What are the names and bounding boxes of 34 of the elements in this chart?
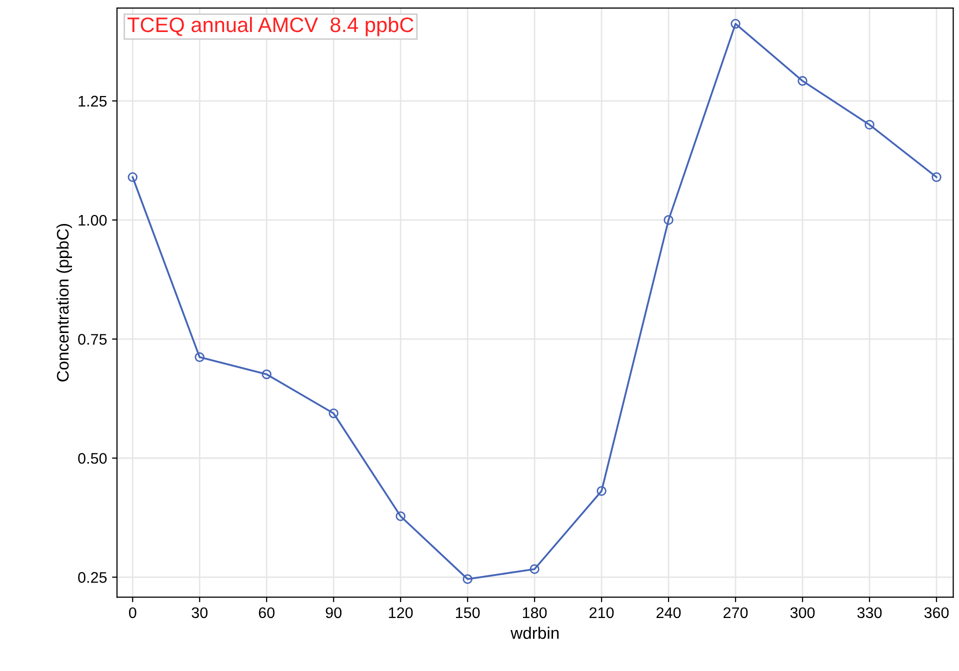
x-tick-label: 330 bbox=[857, 607, 882, 618]
point bbox=[798, 76, 808, 86]
x-tick-label: 0 bbox=[128, 607, 136, 618]
point bbox=[194, 352, 204, 362]
x-tick-label: 30 bbox=[192, 607, 208, 618]
x-tick-label: 120 bbox=[389, 607, 413, 618]
x-tick-label: 180 bbox=[522, 607, 547, 618]
x-tick-label: 90 bbox=[326, 607, 342, 618]
x-tick-label: 60 bbox=[258, 607, 275, 618]
point bbox=[730, 18, 740, 29]
y-tick-label: 0.25 bbox=[78, 572, 107, 583]
point bbox=[262, 369, 272, 380]
y-tick-label: 0.50 bbox=[78, 452, 107, 464]
point bbox=[128, 172, 138, 182]
point bbox=[396, 511, 406, 522]
point bbox=[932, 172, 942, 182]
point bbox=[462, 574, 472, 584]
x-tick-label: 150 bbox=[456, 607, 480, 618]
point bbox=[328, 408, 338, 418]
point bbox=[530, 564, 540, 574]
x-tick-label: 240 bbox=[656, 607, 681, 618]
x-tick-label: 210 bbox=[590, 607, 614, 618]
annotation: TCEQ annual AMCV 8.4 ppbC bbox=[128, 16, 414, 36]
y-tick-label: 1.00 bbox=[78, 214, 107, 226]
x-tick-label: 270 bbox=[724, 607, 748, 618]
point bbox=[864, 120, 874, 130]
y-tick-label: 0.75 bbox=[78, 334, 107, 345]
x-axis-title: wdrbin bbox=[510, 626, 559, 639]
y-tick-label: 1.25 bbox=[78, 96, 107, 107]
x-tick-label: 360 bbox=[924, 607, 949, 618]
y-axis-title: Concentration (ppbC) bbox=[56, 224, 72, 382]
x-tick-label: 300 bbox=[790, 607, 815, 618]
point bbox=[664, 215, 674, 225]
point bbox=[596, 486, 606, 496]
